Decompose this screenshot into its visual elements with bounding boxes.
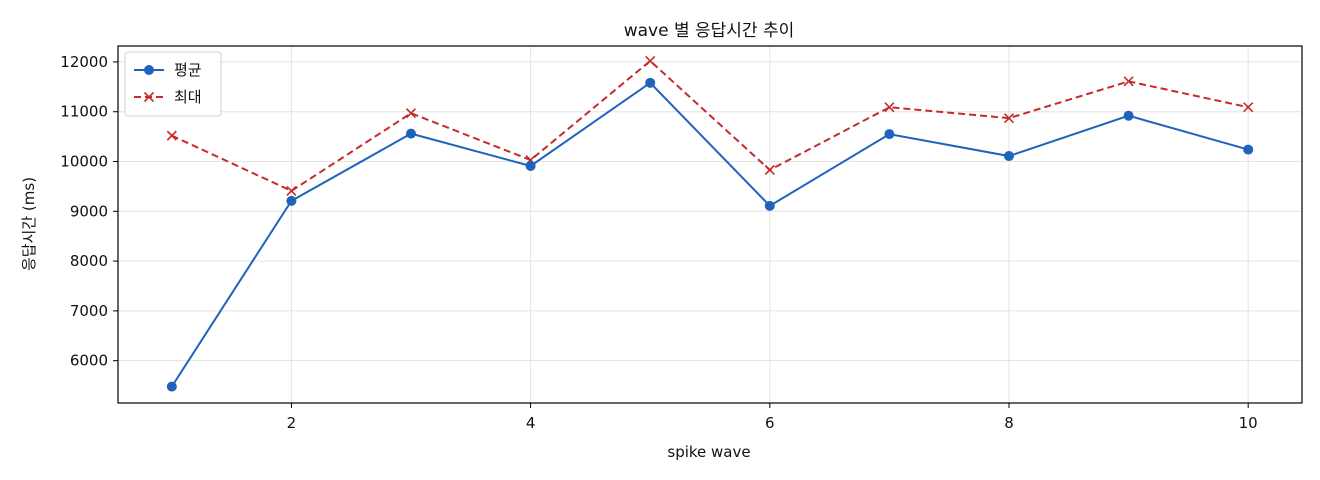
series-0-point	[645, 77, 656, 88]
series-1-point	[764, 164, 775, 176]
y-tick-label: 9000	[70, 202, 108, 220]
series-0-point	[1003, 151, 1014, 162]
x-axis-ticks: 2 4 6 8 10	[287, 403, 1258, 432]
series-1-point	[1243, 102, 1254, 113]
legend-label-1: 최대	[174, 88, 202, 106]
legend-label-0: 평균	[174, 61, 202, 79]
legend-marker-0	[144, 65, 154, 75]
series-1-point	[166, 130, 177, 141]
x-tick-label: 6	[765, 414, 775, 432]
y-tick-label: 6000	[70, 352, 108, 370]
x-tick-label: 10	[1239, 414, 1258, 432]
series-0-point	[525, 160, 536, 171]
series-1-point	[645, 55, 656, 67]
plot-frame	[117, 45, 1303, 404]
grid-lines	[118, 46, 1302, 403]
series-0-point	[884, 129, 895, 140]
series-line-1	[171, 59, 1249, 193]
chart-title: wave 별 응답시간 추이	[624, 21, 795, 41]
y-axis-ticks: 6000 7000 8000 9000 10000 11000 12000	[60, 53, 118, 370]
legend-box	[124, 51, 222, 117]
x-tick-label: 8	[1004, 414, 1014, 432]
series-0-point	[764, 200, 775, 211]
series-0-point	[166, 381, 177, 392]
x-tick-label: 2	[287, 414, 297, 432]
series-1-point	[405, 108, 417, 119]
series-1-point	[884, 102, 895, 113]
series-1-point	[1123, 76, 1134, 87]
y-tick-label: 11000	[60, 103, 108, 121]
x-tick-label: 4	[526, 414, 536, 432]
series-0-point	[286, 195, 297, 206]
x-axis-label: spike wave	[667, 443, 750, 461]
legend-marker-1	[143, 91, 155, 103]
y-tick-label: 10000	[60, 153, 108, 171]
y-tick-label: 7000	[70, 302, 108, 320]
series-1-point	[1003, 113, 1015, 124]
y-axis-label: 응답시간 (ms)	[20, 177, 38, 271]
series-0-point	[1243, 144, 1254, 155]
series-0-point	[406, 128, 417, 139]
y-tick-label: 12000	[60, 53, 108, 71]
y-tick-label: 8000	[70, 252, 108, 270]
series-1-point	[286, 185, 297, 196]
series-layer	[166, 55, 1254, 392]
series-line-0	[170, 81, 1249, 388]
series-0-point	[1123, 110, 1134, 121]
